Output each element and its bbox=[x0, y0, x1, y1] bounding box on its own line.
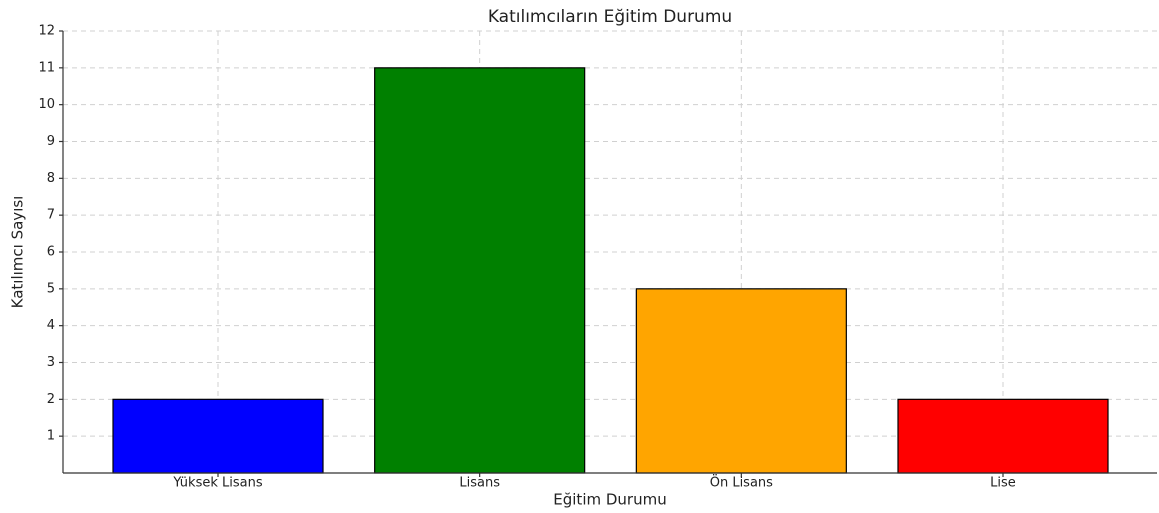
y-tick-label: 4 bbox=[47, 318, 55, 333]
bar bbox=[635, 288, 847, 474]
y-tick-label: 1 bbox=[47, 429, 55, 444]
y-tick-label: 2 bbox=[47, 392, 55, 407]
y-tick-label: 12 bbox=[38, 24, 55, 39]
x-tick-label: Ön Lisans bbox=[710, 474, 773, 491]
y-tick-label: 10 bbox=[38, 97, 55, 112]
chart-title: Katılımcıların Eğitim Durumu bbox=[488, 7, 732, 27]
bar bbox=[112, 398, 324, 474]
bar bbox=[897, 398, 1109, 474]
x-axis-label: Eğitim Durumu bbox=[553, 491, 666, 509]
bar bbox=[374, 67, 586, 474]
x-tick-label: Yüksek Lisans bbox=[172, 476, 262, 491]
y-tick-label: 7 bbox=[47, 208, 55, 223]
y-tick-label: 5 bbox=[47, 281, 55, 296]
y-tick-label: 8 bbox=[47, 171, 55, 186]
x-tick-label: Lise bbox=[990, 476, 1016, 491]
x-tick-label: Lisans bbox=[459, 476, 500, 491]
y-axis-label: Katılımcı Sayısı bbox=[9, 196, 27, 309]
y-tick-label: 6 bbox=[47, 245, 55, 260]
y-tick-label: 9 bbox=[47, 134, 55, 149]
y-tick-label: 11 bbox=[38, 60, 55, 75]
y-tick-label: 3 bbox=[47, 355, 55, 370]
